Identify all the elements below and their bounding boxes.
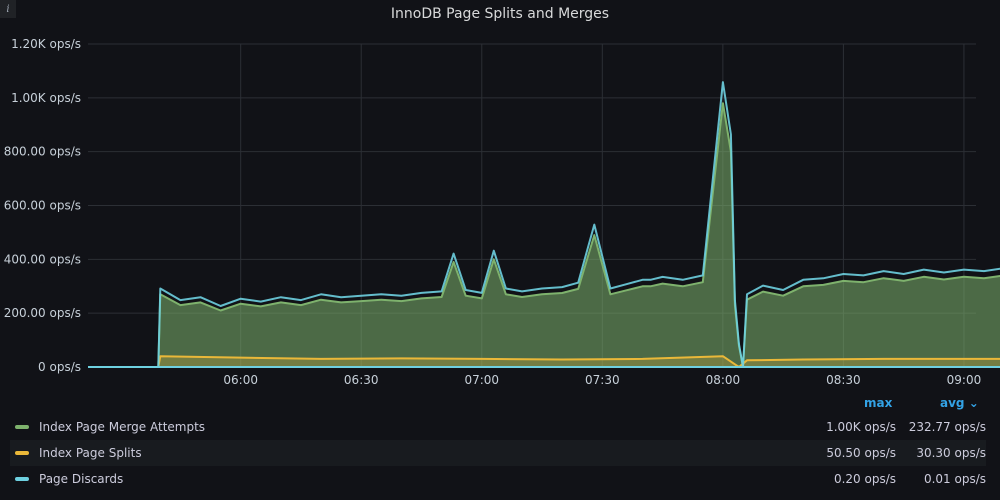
x-tick-label: 09:00 — [947, 373, 982, 387]
series-color-swatch — [15, 451, 29, 455]
y-tick-label: 200.00 ops/s — [4, 306, 81, 320]
legend-max-value: 1.00K ops/s — [826, 420, 896, 434]
info-icon[interactable]: i — [0, 0, 16, 18]
legend-series-name: Index Page Splits — [39, 446, 142, 460]
legend-row-merge-attempts[interactable]: Index Page Merge Attempts 1.00K ops/s 23… — [10, 414, 986, 440]
legend-max-value: 0.20 ops/s — [833, 472, 896, 486]
x-tick-label: 08:30 — [826, 373, 861, 387]
x-tick-label: 06:00 — [223, 373, 258, 387]
legend-series-name: Page Discards — [39, 472, 124, 486]
chart: 0 ops/s 200.00 ops/s 400.00 ops/s 600.00 op… — [4, 37, 1000, 387]
series-1 — [88, 355, 1000, 368]
y-tick-label: 800.00 ops/s — [4, 145, 81, 159]
series-line — [88, 355, 1000, 368]
legend-series-name: Index Page Merge Attempts — [39, 420, 206, 434]
series-line — [88, 102, 1000, 368]
series-area — [88, 103, 1000, 367]
legend-avg-label: avg — [940, 396, 965, 410]
legend-avg-value: 232.77 ops/s — [908, 420, 986, 434]
series-0 — [88, 102, 1000, 368]
legend-avg-header[interactable]: avg ⌄ — [940, 396, 979, 410]
series-layer — [88, 81, 1000, 368]
x-axis: 06:00 06:30 07:00 07:30 08:00 08:30 09:00 — [223, 373, 981, 387]
y-tick-label: 1.20K ops/s — [11, 37, 81, 51]
y-tick-label: 600.00 ops/s — [4, 199, 81, 213]
x-tick-label: 06:30 — [344, 373, 379, 387]
legend: Index Page Merge Attempts 1.00K ops/s 23… — [10, 414, 986, 492]
x-tick-label: 08:00 — [706, 373, 741, 387]
series-color-swatch — [15, 477, 29, 481]
series-overlay-line — [88, 81, 1000, 368]
legend-avg-value: 0.01 ops/s — [923, 472, 986, 486]
legend-max-header[interactable]: max — [864, 396, 893, 410]
chevron-down-icon: ⌄ — [968, 396, 979, 410]
legend-max-value: 50.50 ops/s — [826, 446, 896, 460]
legend-avg-value: 30.30 ops/s — [916, 446, 986, 460]
x-tick-label: 07:30 — [585, 373, 620, 387]
x-tick-label: 07:00 — [464, 373, 499, 387]
series-color-swatch — [15, 425, 29, 429]
y-tick-label: 0 ops/s — [38, 360, 81, 374]
y-axis: 0 ops/s 200.00 ops/s 400.00 ops/s 600.00 op… — [4, 37, 81, 374]
legend-row-page-splits[interactable]: Index Page Splits 50.50 ops/s 30.30 ops/… — [10, 440, 986, 466]
legend-row-page-discards[interactable]: Page Discards 0.20 ops/s 0.01 ops/s — [10, 466, 986, 492]
y-tick-label: 400.00 ops/s — [4, 252, 81, 266]
y-tick-label: 1.00K ops/s — [11, 91, 81, 105]
panel-title: InnoDB Page Splits and Merges — [390, 6, 610, 22]
